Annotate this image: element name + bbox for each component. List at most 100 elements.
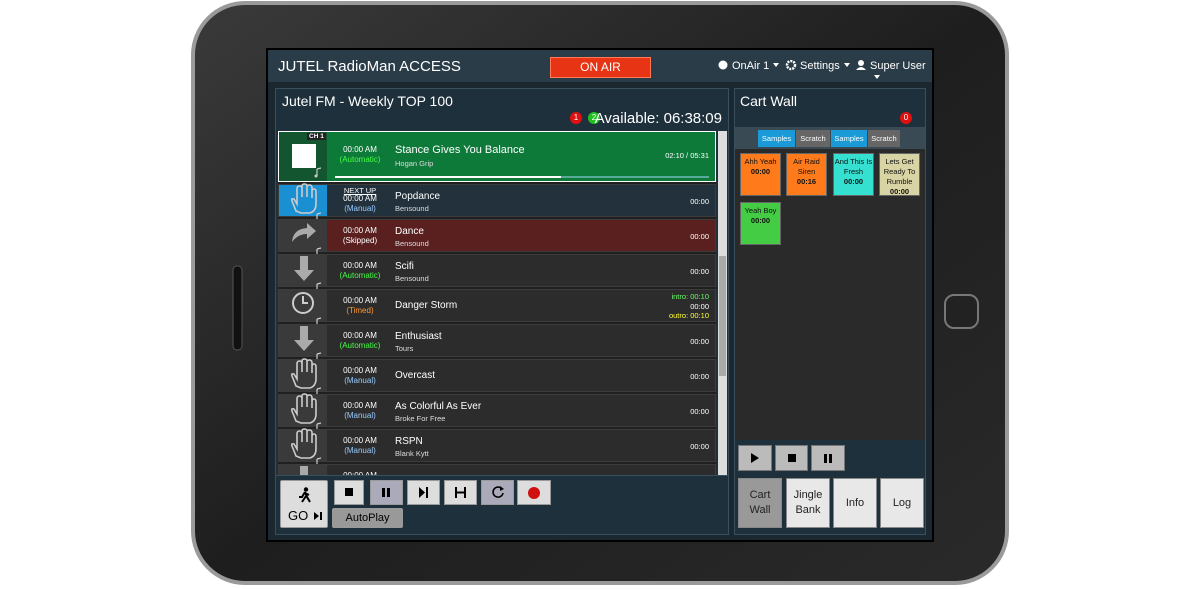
cart-button[interactable]: And This Is Fresh 00:00 xyxy=(833,153,874,196)
cart-time: 00:00 xyxy=(750,216,771,225)
row-icon xyxy=(279,183,327,223)
cart-grid: Samples Scratch Samples Scratch Ahh Yeah 00:0… xyxy=(268,50,932,540)
row-mode: (Automatic) xyxy=(339,341,381,350)
row-mode: (Automatic) xyxy=(339,155,381,164)
row-duration: 00:00 xyxy=(690,196,709,206)
row-time: 00:00 AM xyxy=(343,194,377,203)
cart-time: 00:00 xyxy=(843,177,864,186)
row-title: Scifi xyxy=(395,260,414,272)
progress-fill xyxy=(335,176,561,178)
cart-button[interactable]: Air Raid Siren 00:16 xyxy=(786,153,827,196)
playlist-row[interactable]: NEXT UP 00:00 AM (Manual) Popdance Bensound 0… xyxy=(278,183,716,223)
row-artist: Broke For Free xyxy=(395,413,446,423)
cart-time: 00:00 xyxy=(889,187,910,196)
row-mode: (Manual) xyxy=(344,411,376,420)
playlist-row[interactable]: CH 1 00:00 AM (Automatic) Stance Gives You … xyxy=(278,131,716,182)
playlist: CH 1 00:00 AM (Automatic) Stance Gives You … xyxy=(278,131,716,475)
cart-button[interactable]: Lets Get Ready To Rumble 00:00 xyxy=(879,153,920,196)
row-time: 00:00 AM xyxy=(343,436,377,445)
row-duration: 00:00 xyxy=(690,406,709,416)
app-title: JUTEL RadioMan ACCESS xyxy=(278,58,461,75)
playlist-row[interactable]: 00:00 AM (Manual) RSPN Blank Kytt 00:00 xyxy=(278,428,716,468)
row-duration: 00:00 xyxy=(690,301,709,311)
cart-tab[interactable]: Scratch xyxy=(868,130,900,147)
cart-tab[interactable]: Scratch xyxy=(796,130,830,147)
cart-name: And This Is Fresh xyxy=(834,157,873,176)
playlist-row[interactable]: 00:00 AM (Automatic) Enthusiast Tours 00:00 xyxy=(278,324,716,363)
row-title: Dance xyxy=(395,225,424,237)
cart-transport[interactable] xyxy=(738,445,858,473)
menu-icons xyxy=(718,60,866,71)
row-time: 00:00 AM xyxy=(343,331,377,340)
row-mode: (Manual) xyxy=(344,204,376,213)
menu-settings[interactable]: Settings xyxy=(800,60,850,72)
row-marker: CH 1 xyxy=(307,133,326,140)
cart-tab[interactable]: Samples xyxy=(758,130,795,147)
row-artist: Bensound xyxy=(395,238,429,248)
row-artist: Bensound xyxy=(395,203,429,213)
row-duration: 02:10 / 05:31 xyxy=(665,151,709,160)
row-title: Danger Storm xyxy=(395,299,458,311)
row-artist: Tours xyxy=(395,343,414,353)
on-air-button[interactable]: ON AIR xyxy=(550,57,651,78)
cart-tab[interactable]: Samples xyxy=(831,130,867,147)
cart-button[interactable]: Ahh Yeah 00:00 xyxy=(740,153,781,196)
row-artist: Hogan Grip xyxy=(395,159,434,168)
badge-green: 2 xyxy=(588,112,600,124)
row-title: Stance Gives You Balance xyxy=(395,144,525,156)
row-mode: (Skipped) xyxy=(342,236,378,245)
row-intro: intro: 00:10 xyxy=(671,292,709,301)
row-icon xyxy=(279,465,327,475)
row-time: 00:00 AM xyxy=(343,296,377,305)
playlist-row[interactable]: 00:00 AM (Manual) Overcast 00:00 xyxy=(278,358,716,398)
row-marker: NEXT UP xyxy=(343,186,377,195)
row-duration: 00:00 xyxy=(690,441,709,451)
cart-name: Yeah Boy xyxy=(744,206,777,215)
row-time: 00:00 AM xyxy=(343,145,377,154)
go-label: GO xyxy=(288,508,309,523)
row-time: 00:00 AM xyxy=(343,226,377,235)
progress-bar xyxy=(335,176,709,178)
playlist-row[interactable]: 00:00 AM Deep Sky Blue xyxy=(278,464,716,475)
row-title: Enthusiast xyxy=(395,330,442,342)
nav-button[interactable]: Log xyxy=(880,478,924,528)
cart-time: 00:00 xyxy=(750,167,771,176)
header-bar: JUTEL RadioMan ACCESS ON AIR OnAir 1 Set… xyxy=(268,50,932,82)
playlist-row[interactable]: 00:00 AM (Skipped) Dance Bensound 00:00 xyxy=(278,219,716,258)
go-button[interactable]: GO xyxy=(280,480,328,528)
nav-button[interactable]: Jingle Bank xyxy=(786,478,830,528)
row-title: As Colorful As Ever xyxy=(395,400,482,412)
cart-button[interactable]: Yeah Boy 00:00 xyxy=(740,202,781,245)
row-duration: 00:00 xyxy=(690,231,709,241)
playlist-title: Jutel FM - Weekly TOP 100 xyxy=(282,93,453,109)
cart-name: Air Raid Siren xyxy=(793,157,820,176)
cart-name: Ahh Yeah xyxy=(744,157,777,166)
row-mode: (Timed) xyxy=(346,306,374,315)
row-mode: (Automatic) xyxy=(339,271,381,280)
playlist-row[interactable]: 00:00 AM (Timed) Danger Storm intro: 00:10 0… xyxy=(278,289,716,328)
row-icon xyxy=(279,325,327,363)
menu-user[interactable]: Super User xyxy=(870,60,932,84)
app-screen: JUTEL RadioMan ACCESS ON AIR OnAir 1 Set… xyxy=(268,50,932,540)
row-icon xyxy=(279,393,327,433)
row-time: 00:00 AM xyxy=(343,366,377,375)
row-title: RSPN xyxy=(395,435,423,447)
nav-button[interactable]: Cart Wall xyxy=(738,478,782,528)
playlist-row[interactable]: 00:00 AM (Manual) As Colorful As Ever Broke… xyxy=(278,393,716,433)
row-duration: 00:00 xyxy=(690,371,709,381)
row-artist: Bensound xyxy=(395,273,429,283)
autoplay-button[interactable]: AutoPlay xyxy=(332,508,403,528)
row-icon xyxy=(279,220,327,258)
transport-buttons[interactable] xyxy=(334,480,554,506)
row-icon xyxy=(279,428,327,468)
nav-button[interactable]: Info xyxy=(833,478,877,528)
row-outro: outro: 00:10 xyxy=(668,311,709,320)
cart-name: Lets Get Ready To Rumble xyxy=(883,157,916,186)
row-duration: 00:00 xyxy=(690,336,709,346)
menu-onair[interactable]: OnAir 1 xyxy=(732,60,779,72)
playlist-row[interactable]: 00:00 AM (Automatic) Scifi Bensound 00:00 xyxy=(278,254,716,293)
row-duration: 00:00 xyxy=(690,266,709,276)
cart-badge: 0 xyxy=(900,112,912,124)
row-icon xyxy=(279,255,327,293)
row-title: Deep Sky Blue xyxy=(395,475,461,476)
